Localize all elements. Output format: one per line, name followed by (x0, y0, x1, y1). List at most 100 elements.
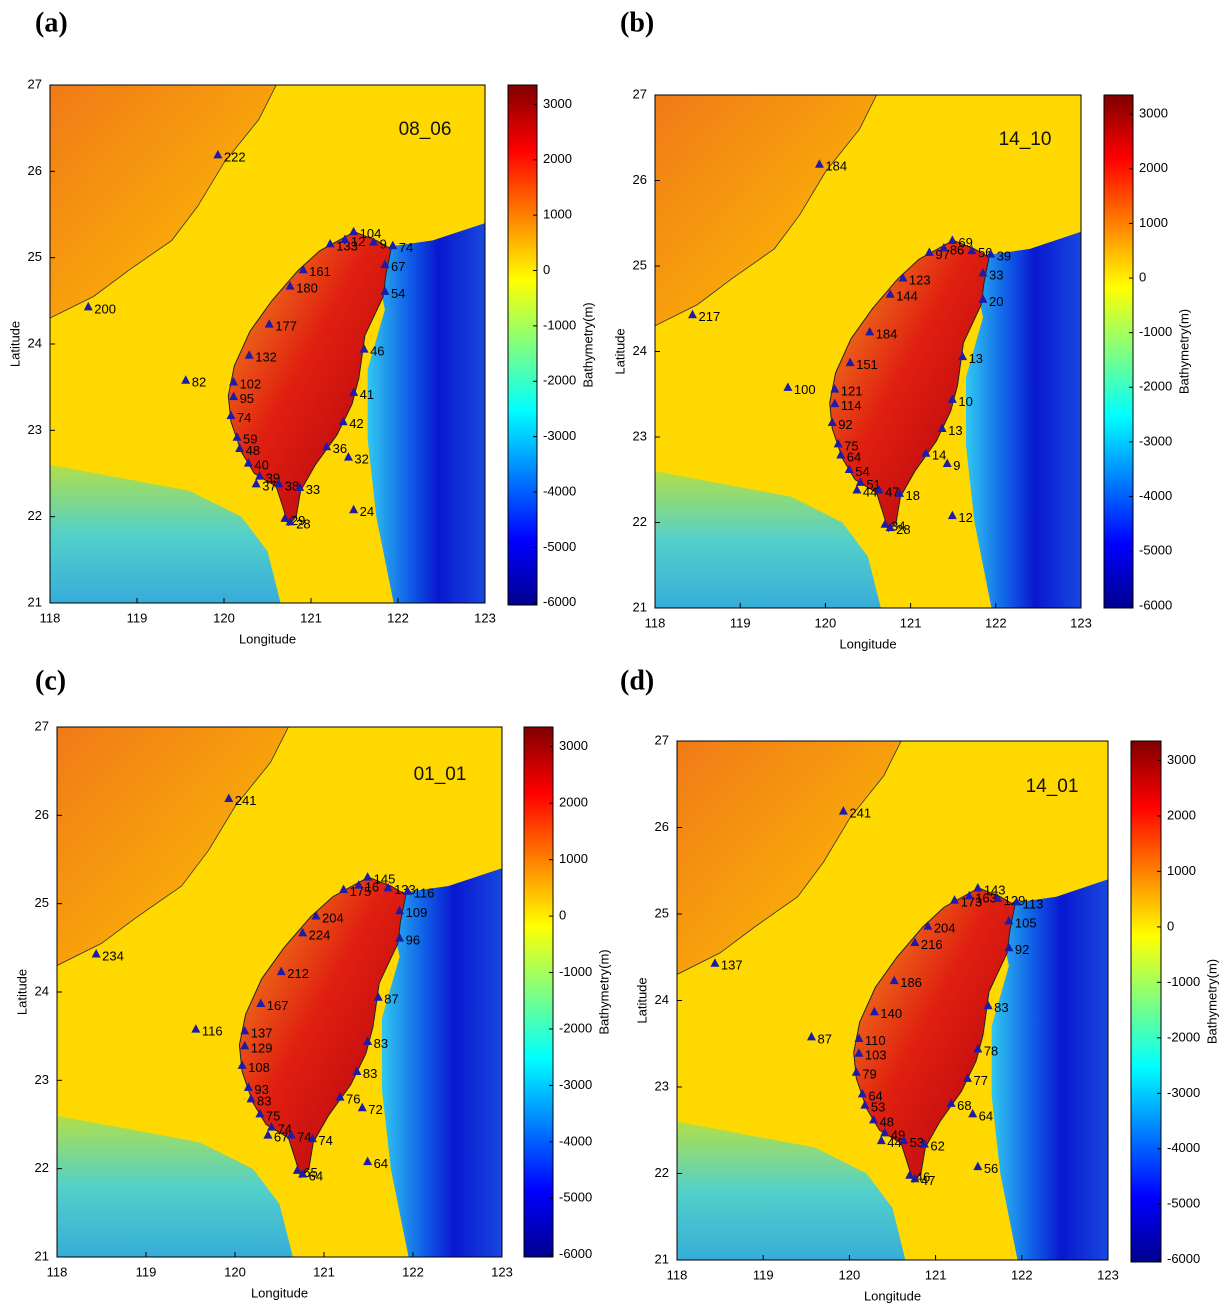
station-marker (359, 344, 369, 353)
station-marker (937, 423, 947, 432)
y-tick-label: 21 (28, 594, 42, 609)
station-value: 86 (950, 242, 964, 257)
colorbar-tick-label: 1000 (559, 851, 588, 866)
station-marker (298, 1168, 308, 1178)
station-value: 64 (979, 1108, 993, 1123)
station-marker (958, 351, 968, 361)
station-marker (280, 513, 290, 522)
y-tick-label: 22 (655, 1165, 669, 1180)
station-marker (895, 488, 905, 497)
station-marker (395, 933, 405, 942)
station-marker (352, 1066, 362, 1075)
station-marker (311, 911, 321, 920)
station-value: 67 (391, 259, 405, 274)
colorbar-tick-label: -2000 (1167, 1029, 1200, 1044)
station-marker (783, 382, 793, 391)
station-value: 54 (391, 286, 405, 301)
station-value: 59 (243, 432, 257, 447)
deep-sea (367, 223, 485, 603)
station-value: 87 (384, 992, 398, 1007)
station-value: 184 (825, 159, 847, 174)
station-marker (967, 245, 977, 255)
station-marker (264, 319, 274, 328)
station-value: 133 (394, 882, 416, 897)
station-marker (814, 159, 824, 168)
station-value: 105 (1015, 915, 1037, 930)
station-value: 46 (916, 1170, 930, 1185)
station-value: 44 (863, 484, 877, 499)
station-value: 14 (932, 448, 946, 463)
station-value: 177 (275, 319, 297, 334)
x-tick-label: 120 (224, 1264, 246, 1279)
x-tick-label: 123 (474, 610, 496, 625)
station-value: 110 (865, 1033, 886, 1048)
station-value: 217 (698, 309, 720, 324)
station-marker (349, 504, 359, 514)
colorbar-tick-label: 1000 (1167, 863, 1196, 878)
x-tick-label: 118 (645, 615, 666, 630)
y-tick-label: 27 (28, 76, 42, 91)
station-marker (983, 1000, 993, 1010)
x-tick-label: 121 (900, 615, 922, 630)
x-tick-label: 122 (1011, 1267, 1033, 1282)
station-value: 200 (94, 301, 116, 316)
station-value: 24 (360, 504, 374, 519)
station-marker (340, 234, 350, 244)
station-value: 48 (246, 443, 260, 458)
station-marker (349, 387, 359, 396)
colorbar (1130, 740, 1162, 1263)
station-marker (939, 243, 949, 252)
station-marker (307, 1133, 317, 1143)
y-tick-label: 21 (35, 1248, 49, 1263)
x-axis-label: Longitude (839, 636, 896, 651)
station-marker (880, 1127, 890, 1137)
station-value: 37 (262, 478, 276, 493)
station-marker (1004, 915, 1014, 925)
colorbar-tick-label: -3000 (1167, 1085, 1200, 1100)
colorbar-tick-label: 2000 (1139, 160, 1168, 175)
station-value: 77 (973, 1073, 987, 1088)
station-value: 72 (368, 1102, 382, 1117)
station-marker (852, 485, 862, 494)
station-marker (844, 464, 854, 473)
station-marker (973, 1161, 983, 1171)
station-marker (946, 1098, 956, 1107)
colorbar-tick-label: 3000 (1167, 752, 1196, 767)
station-marker (869, 1006, 879, 1016)
station-value: 28 (296, 516, 310, 531)
station-value: 186 (900, 975, 922, 990)
x-tick-label: 121 (925, 1267, 947, 1282)
station-value: 116 (414, 886, 435, 901)
x-tick-label: 118 (47, 1264, 68, 1279)
deep-sea (966, 231, 1081, 608)
run-label: 08_06 (399, 119, 452, 140)
colorbar (1103, 94, 1134, 609)
station-marker (292, 1165, 302, 1174)
station-marker (923, 921, 933, 930)
station-value: 67 (274, 1130, 288, 1145)
x-tick-label: 123 (1097, 1267, 1119, 1282)
station-marker (947, 510, 957, 520)
station-value: 44 (887, 1135, 901, 1150)
station-marker (363, 872, 373, 881)
x-axis-label: Longitude (239, 631, 296, 646)
station-marker (806, 1031, 816, 1041)
station-value: 92 (1015, 942, 1029, 957)
station-value: 75 (266, 1108, 280, 1123)
station-value: 69 (958, 235, 972, 250)
station-value: 74 (237, 410, 251, 425)
x-tick-label: 122 (387, 610, 409, 625)
x-tick-label: 121 (313, 1264, 335, 1279)
station-marker (229, 391, 239, 401)
y-tick-label: 23 (633, 428, 647, 443)
station-value: 46 (370, 344, 384, 359)
y-tick-label: 23 (28, 422, 42, 437)
colorbar-tick-label: -4000 (543, 483, 576, 498)
station-value: 108 (248, 1060, 270, 1075)
station-marker (191, 1024, 201, 1033)
colorbar-tick-label: -2000 (559, 1020, 592, 1035)
y-tick-label: 26 (35, 807, 49, 822)
station-marker (947, 235, 957, 244)
station-marker (325, 238, 335, 248)
station-value: 62 (930, 1139, 944, 1154)
